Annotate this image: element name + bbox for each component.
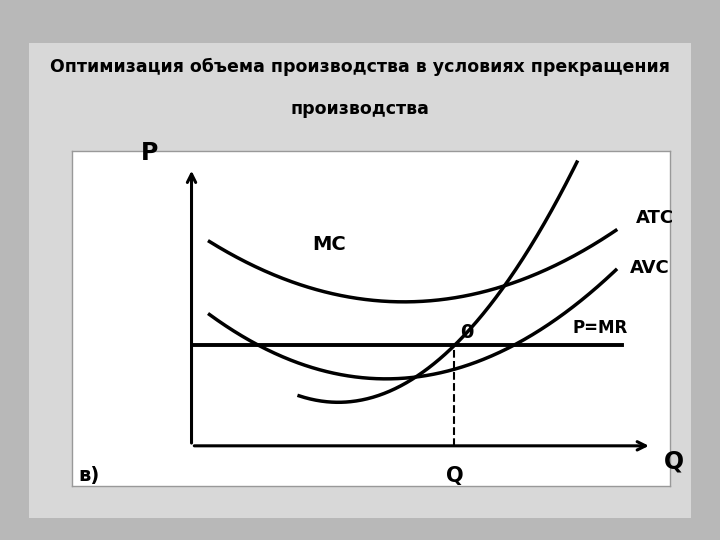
Text: P: P (141, 140, 158, 165)
Text: ATC: ATC (636, 209, 674, 227)
Text: AVC: AVC (629, 259, 670, 278)
Text: Q: Q (664, 449, 684, 473)
Text: MC: MC (312, 235, 346, 254)
Text: P=MR: P=MR (572, 319, 628, 337)
Text: производства: производства (291, 100, 429, 118)
Text: 0: 0 (460, 323, 474, 342)
Text: в): в) (78, 466, 99, 485)
Text: Оптимизация объема производства в условиях прекращения: Оптимизация объема производства в услови… (50, 57, 670, 76)
Text: Q: Q (446, 466, 463, 486)
